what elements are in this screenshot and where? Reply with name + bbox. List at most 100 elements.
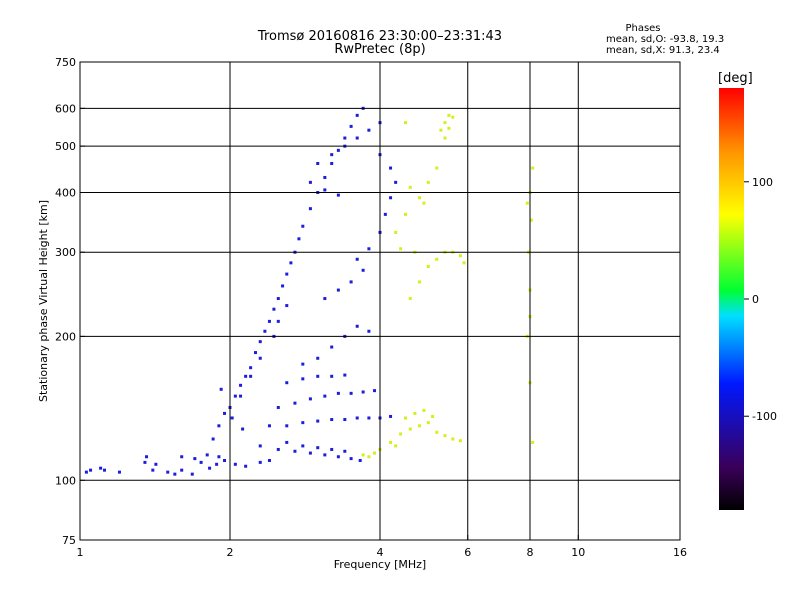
data-point xyxy=(258,460,262,464)
data-point xyxy=(389,166,393,170)
data-point xyxy=(355,416,359,420)
data-point xyxy=(316,419,320,423)
data-point xyxy=(426,265,430,269)
data-point xyxy=(403,121,407,125)
data-point xyxy=(180,468,184,472)
grid-lines xyxy=(80,62,680,540)
data-point xyxy=(99,466,103,470)
data-point xyxy=(323,394,327,398)
data-point xyxy=(394,180,398,184)
data-point xyxy=(281,284,285,288)
data-point xyxy=(253,351,257,355)
data-point xyxy=(285,304,289,308)
data-point xyxy=(180,455,184,459)
x-tick-label: 10 xyxy=(571,546,585,559)
data-point xyxy=(417,196,421,200)
data-point xyxy=(154,462,158,466)
data-point xyxy=(531,440,535,444)
data-point xyxy=(343,449,347,453)
data-point xyxy=(408,297,412,301)
data-point xyxy=(117,470,121,474)
data-point xyxy=(173,472,177,476)
x-tick-label: 6 xyxy=(464,546,471,559)
y-tick-label: 600 xyxy=(55,102,76,115)
data-point xyxy=(308,451,312,455)
data-point xyxy=(417,424,421,428)
x-tick-label: 8 xyxy=(527,546,534,559)
data-point xyxy=(323,175,327,179)
data-point xyxy=(267,319,271,323)
data-point xyxy=(447,113,451,117)
data-point xyxy=(323,453,327,457)
data-point xyxy=(301,421,305,425)
colorbar-tick-label: -100 xyxy=(752,410,777,423)
data-point xyxy=(367,329,371,333)
data-point xyxy=(330,418,334,422)
x-tick-label: 1 xyxy=(77,546,84,559)
data-point xyxy=(451,115,455,119)
data-point xyxy=(276,319,280,323)
data-point xyxy=(293,449,297,453)
data-point xyxy=(208,466,212,470)
data-point xyxy=(408,185,412,189)
data-point xyxy=(525,201,529,205)
data-point xyxy=(323,297,327,301)
data-point xyxy=(241,427,245,431)
data-point xyxy=(443,434,447,438)
x-tick-label: 2 xyxy=(227,546,234,559)
data-point xyxy=(439,128,443,132)
data-point xyxy=(343,136,347,140)
data-point xyxy=(301,224,305,228)
data-point xyxy=(89,468,93,472)
data-point xyxy=(323,188,327,192)
data-point xyxy=(297,237,301,241)
data-point xyxy=(443,121,447,125)
data-point xyxy=(373,389,377,393)
chart-title: Tromsø 20160816 23:30:00–23:31:43 xyxy=(257,29,502,44)
data-point xyxy=(426,421,430,425)
data-point xyxy=(244,374,248,378)
data-point xyxy=(285,381,289,385)
data-point xyxy=(330,447,334,451)
data-point xyxy=(367,455,371,459)
data-point xyxy=(435,166,439,170)
data-point xyxy=(367,416,371,420)
y-tick-label: 750 xyxy=(55,56,76,69)
data-point xyxy=(276,447,280,451)
y-axis-label: Stationary phase Virtual Height [km] xyxy=(37,200,50,402)
colorbar-tick-label: 100 xyxy=(752,176,773,189)
data-point xyxy=(394,444,398,448)
data-point xyxy=(462,261,466,265)
y-tick-label: 300 xyxy=(55,246,76,259)
data-point xyxy=(258,444,262,448)
colorbar-label: [deg] xyxy=(718,71,753,86)
data-point xyxy=(217,455,221,459)
data-point xyxy=(143,460,147,464)
data-point xyxy=(336,148,340,152)
phases-stats-o: mean, sd,O: -93.8, 19.3 xyxy=(606,34,724,45)
data-point xyxy=(458,439,462,443)
data-point xyxy=(244,464,248,468)
data-point xyxy=(217,424,221,428)
y-tick-label: 75 xyxy=(62,534,76,547)
data-point xyxy=(166,470,170,474)
data-point xyxy=(276,405,280,409)
data-point xyxy=(336,455,340,459)
data-point xyxy=(267,424,271,428)
data-point xyxy=(316,161,320,165)
data-point xyxy=(267,458,271,462)
data-point xyxy=(361,453,365,457)
data-point xyxy=(215,462,219,466)
data-point xyxy=(285,424,289,428)
data-point xyxy=(355,324,359,328)
phases-title: Phases xyxy=(625,23,660,34)
data-point xyxy=(389,414,393,418)
data-point xyxy=(193,457,197,461)
data-point xyxy=(367,128,371,132)
data-point xyxy=(336,391,340,395)
data-point xyxy=(349,391,353,395)
data-point xyxy=(211,437,215,441)
data-point xyxy=(205,453,209,457)
data-point xyxy=(301,362,305,366)
data-point xyxy=(239,383,243,387)
